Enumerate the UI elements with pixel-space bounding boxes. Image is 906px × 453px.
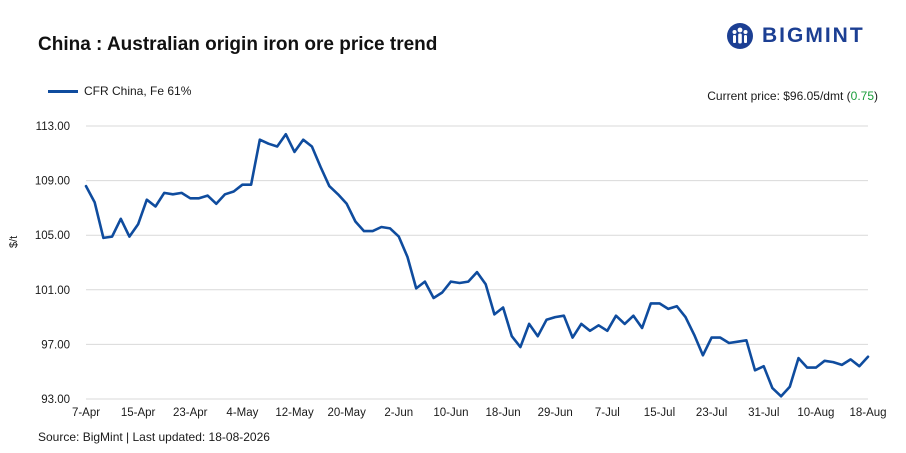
x-tick-label: 29-Jun	[538, 407, 573, 419]
x-tick-label: 12-May	[275, 407, 314, 419]
x-tick-label: 7-Jul	[595, 407, 620, 419]
chart-legend: CFR China, Fe 61%	[48, 84, 191, 98]
bigmint-people-icon	[727, 23, 753, 49]
x-tick-label: 15-Apr	[121, 407, 156, 419]
x-tick-label: 2-Jun	[384, 407, 413, 419]
series-line-cfr-china-fe61	[84, 132, 870, 398]
x-tick-label: 4-May	[226, 407, 258, 419]
x-tick-label: 18-Jun	[485, 407, 520, 419]
current-price: Current price: $96.05/dmt (0.75)	[707, 89, 878, 103]
x-tick-label: 10-Aug	[797, 407, 834, 419]
y-tick-label: 105.00	[35, 230, 70, 242]
x-tick-labels: 7-Apr 15-Apr 23-Apr 4-May 12-May 20-May 2-Jun 1…	[72, 407, 887, 419]
x-tick-label: 10-Jun	[433, 407, 468, 419]
y-tick-label: 93.00	[41, 394, 70, 406]
series-layer	[84, 132, 870, 398]
grid-lines	[86, 125, 868, 400]
brand-logo: BIGMINT	[726, 22, 865, 50]
x-tick-label: 31-Jul	[748, 407, 779, 419]
chart-title: China : Australian origin iron ore price…	[38, 34, 438, 55]
x-tick-label: 20-May	[327, 407, 366, 419]
current-price-prefix: Current price: $96.05/dmt (	[707, 89, 851, 103]
x-tick-label: 23-Jul	[696, 407, 727, 419]
y-tick-label: 97.00	[41, 339, 70, 351]
current-price-suffix: )	[874, 89, 878, 103]
current-price-change: 0.75	[850, 89, 874, 103]
x-tick-label: 15-Jul	[644, 407, 675, 419]
source-note: Source: BigMint | Last updated: 18-08-20…	[38, 430, 270, 444]
legend-swatch	[48, 89, 78, 93]
x-tick-label: 18-Aug	[849, 407, 886, 419]
y-tick-label: 101.00	[35, 285, 70, 297]
legend-series-name: CFR China, Fe 61%	[84, 84, 192, 98]
x-tick-label: 23-Apr	[173, 407, 208, 419]
brand-wordmark: BIGMINT	[762, 24, 865, 47]
y-tick-label: 113.00	[36, 121, 70, 133]
y-tick-labels: 93.00 97.00 101.00 105.00 109.00 113.00	[35, 121, 70, 406]
y-tick-label: 109.00	[35, 176, 70, 188]
x-tick-label: 7-Apr	[72, 407, 100, 419]
